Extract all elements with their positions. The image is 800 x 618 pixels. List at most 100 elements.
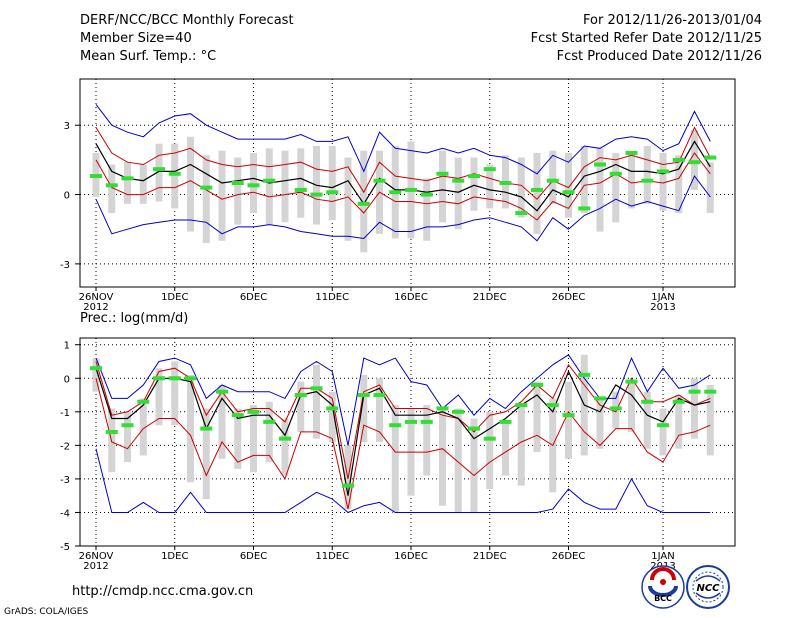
series-max-line: [95, 104, 711, 175]
observed-mark: [594, 396, 606, 401]
ensemble-box: [596, 148, 604, 232]
ncc-logo-text: NCC: [696, 583, 720, 594]
observed-mark: [231, 413, 244, 418]
ensemble-box: [423, 178, 431, 241]
ensemble-box: [297, 381, 305, 432]
observed-mark: [231, 181, 244, 185]
observed-mark: [294, 187, 307, 192]
x-tick-label: 6DEC: [240, 292, 267, 303]
observed-mark: [594, 162, 606, 167]
series-min-line: [95, 448, 711, 514]
refer-date: Fcst Started Refer Date 2012/11/25: [531, 31, 762, 46]
member-size: Member Size=40: [80, 31, 192, 46]
ensemble-box: [470, 418, 478, 513]
ensemble-box: [250, 152, 257, 214]
x-year-label: 2012: [83, 302, 108, 313]
ensemble-box: [155, 143, 163, 202]
observed-mark: [641, 399, 654, 404]
observed-mark: [279, 436, 291, 441]
observed-mark: [373, 393, 386, 398]
x-tick-label: 1DEC: [161, 551, 188, 562]
observed-mark: [452, 409, 465, 414]
ensemble-box: [675, 395, 683, 449]
observed-mark: [531, 187, 543, 192]
series-mean_plus-line: [95, 126, 711, 200]
ensemble-box: [92, 358, 100, 392]
observed-mark: [436, 406, 449, 411]
observed-mark: [105, 429, 118, 434]
observed-mark: [672, 399, 685, 404]
x-tick-label: 26NOV: [79, 292, 114, 303]
y-tick-label: -2: [60, 441, 70, 452]
plot-frame: [79, 337, 736, 547]
ensemble-box: [139, 398, 147, 456]
observed-mark: [609, 406, 622, 411]
ensemble-box: [454, 157, 462, 230]
y-tick-label: 3: [64, 121, 70, 132]
ensemble-box: [124, 411, 131, 463]
observed-mark: [90, 174, 102, 179]
ensemble-box: [643, 391, 651, 449]
observed-mark: [137, 399, 150, 404]
forecast-period: For 2012/11/26-2013/01/04: [583, 13, 762, 28]
observed-mark: [483, 167, 496, 172]
ensemble-box: [533, 381, 541, 453]
ensemble-box: [391, 405, 399, 513]
plot-frame: [79, 78, 736, 288]
observed-mark: [310, 386, 323, 391]
series-mean_minus-line: [95, 378, 711, 510]
observed-mark: [153, 376, 165, 381]
footer-url: http://cmdp.ncc.cma.gov.cn: [72, 584, 253, 599]
observed-mark: [578, 372, 591, 377]
ensemble-box: [218, 384, 226, 459]
x-tick-label: 26DEC: [552, 292, 586, 303]
observed-mark: [121, 176, 134, 181]
ensemble-box: [250, 405, 257, 473]
ensemble-box: [565, 381, 572, 459]
observed-mark: [263, 178, 276, 183]
observed-mark: [578, 206, 591, 211]
observed-mark: [216, 389, 228, 394]
observed-mark: [121, 423, 134, 428]
observed-mark: [405, 187, 417, 192]
precipitation-panel: 26NOV 1DEC 6DEC 11DEC 16DEC 21DEC 26DEC 1JAN 201…: [60, 337, 736, 572]
ensemble-box: [187, 374, 194, 483]
ensemble-box: [486, 164, 494, 209]
x-tick-label: 21DEC: [473, 551, 507, 562]
ensemble-box: [297, 148, 305, 218]
observed-mark: [515, 211, 528, 216]
ensemble-box: [265, 401, 273, 463]
observed-mark: [247, 183, 260, 188]
ensemble-box: [675, 155, 683, 214]
observed-mark: [515, 403, 528, 408]
x-tick-label: 11DEC: [315, 551, 349, 562]
x-tick-label: 26DEC: [552, 551, 586, 562]
ensemble-box: [565, 152, 572, 218]
observed-mark: [200, 426, 213, 431]
ensemble-box: [659, 152, 667, 211]
observed-mark: [420, 192, 433, 197]
observed-mark: [420, 419, 433, 424]
x-tick-label: 1DEC: [161, 292, 188, 303]
ensemble-box: [691, 129, 698, 190]
ensemble-box: [628, 381, 635, 432]
observed-mark: [310, 192, 323, 197]
observed-mark: [688, 389, 701, 394]
observed-mark: [625, 150, 638, 155]
observed-mark: [499, 181, 512, 185]
ensemble-box: [313, 364, 320, 439]
observed-mark: [531, 382, 543, 387]
ensemble-box: [706, 384, 714, 456]
x-tick-label: 16DEC: [394, 551, 428, 562]
series-mean-line: [95, 140, 711, 212]
ensemble-box: [628, 152, 635, 209]
observed-mark: [546, 178, 559, 183]
ensemble-box: [580, 146, 588, 214]
observed-mark: [657, 423, 669, 428]
ensemble-box: [517, 405, 525, 486]
y-tick-label: -3: [60, 260, 70, 271]
ensemble-box: [439, 408, 446, 506]
ensemble-box: [659, 408, 667, 456]
series-min-line: [95, 175, 711, 242]
